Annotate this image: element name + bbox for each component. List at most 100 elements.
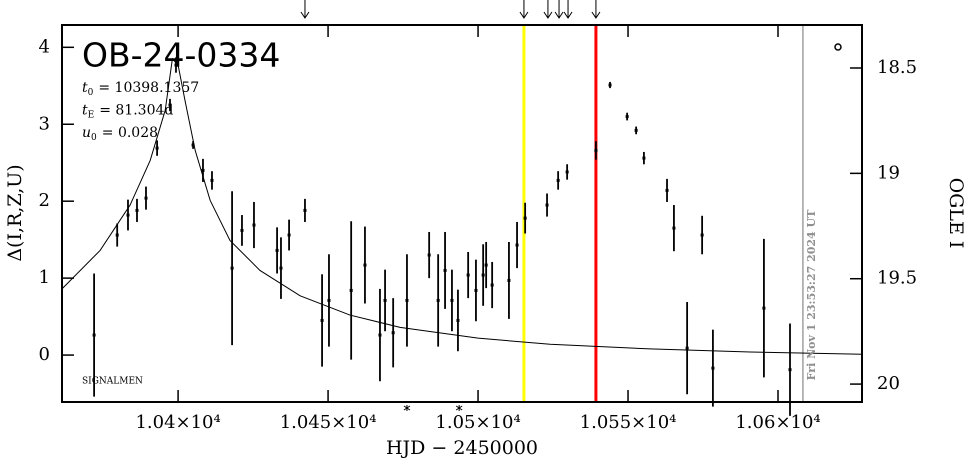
param-symbol: t [82,80,88,96]
data-point [685,346,689,350]
data-point [391,331,395,335]
data-point [523,216,527,220]
data-point [490,283,494,287]
x-tick-label: 1.055×10⁴ [580,412,677,433]
data-point [287,233,291,237]
y2-tick-label: 18.5 [877,57,917,78]
data-point [565,170,569,174]
data-point [383,298,387,302]
plot-area [61,25,863,416]
x-tick-label: 1.045×10⁴ [280,412,377,433]
param-value: = 0.028 [102,125,158,141]
data-point [191,143,195,147]
param-symbol: u [82,125,91,141]
y-tick-label: 0 [39,344,50,365]
y-tick-label: 3 [39,113,50,134]
data-point [556,178,560,182]
x-tick-label: 1.05×10⁴ [435,412,520,433]
y2-tick-label: 20 [877,373,900,394]
data-point [252,223,256,227]
data-point [327,298,331,302]
arrow [591,0,601,19]
x-tick-label: 1.06×10⁴ [735,412,820,433]
param-value: = 81.304d [99,103,173,119]
data-point [144,196,148,200]
arrow [554,0,564,19]
data-point [450,298,454,302]
param-subscript: E [88,110,95,120]
y2-tick-label: 19 [877,162,900,183]
data-point [155,146,159,150]
fit-parameter: tE = 81.304d [82,103,173,121]
arrow [300,0,310,19]
data-point [303,208,307,212]
data-point [279,266,283,270]
data-point [762,306,766,310]
data-point [168,103,172,107]
param-symbol: t [82,103,88,119]
data-point [427,253,431,257]
data-point [507,278,511,282]
timestamp: Fri Nov 1 23:53:27 2024 UT [805,209,818,380]
data-point [545,203,549,207]
param-subscript: 0 [88,88,94,98]
data-point [201,168,205,172]
fit-parameter: t0 = 10398.1357 [82,80,199,98]
y-axis-label: Δ(I,R,Z,U) [4,164,26,261]
asterisk [403,405,411,411]
data-point [634,128,638,132]
param-value: = 10398.1357 [98,80,199,96]
model-curve [61,57,863,355]
chart-title: OB-24-0334 [82,36,280,75]
y-tick-label: 2 [39,190,50,211]
y-tick-label: 1 [39,267,50,288]
y-tick-label: 4 [39,36,50,57]
x-tick-label: 1.04×10⁴ [135,412,220,433]
data-point [174,63,178,67]
data-point [474,288,478,292]
data-point [594,148,598,152]
data-point [456,318,460,322]
data-point [349,288,353,292]
data-point [436,298,440,302]
y2-tick-label: 19.5 [877,268,917,289]
data-point [92,333,96,337]
arrow [563,0,573,19]
data-point [230,266,234,270]
data-point [711,366,715,370]
data-point [210,178,214,182]
data-point [484,263,488,267]
y2-axis-label: OGLE I [945,178,965,249]
data-point [363,263,367,267]
param-subscript: 0 [91,133,97,143]
data-point [405,298,409,302]
fit-parameter: u0 = 0.028 [82,125,158,143]
data-point [275,248,279,252]
data-point [625,115,629,119]
data-point [608,83,612,87]
data-point [481,273,485,277]
data-point [115,233,119,237]
data-point [672,226,676,230]
data-point [135,208,139,212]
data-point [642,156,646,160]
x-axis-label: HJD − 2450000 [386,437,538,459]
data-point [466,273,470,277]
data-point [700,233,704,237]
arrow [543,0,553,19]
frame [61,24,863,403]
data-point [320,318,324,322]
data-point [378,333,382,337]
asterisk [455,405,463,411]
data-point [126,213,130,217]
data-point [240,228,244,232]
data-point [443,268,447,272]
arrow [519,0,529,19]
data-point [515,243,519,247]
data-point [788,368,792,372]
marker-circle [834,43,842,51]
credit: SIGNALMEN [82,377,143,387]
data-point [665,188,669,192]
